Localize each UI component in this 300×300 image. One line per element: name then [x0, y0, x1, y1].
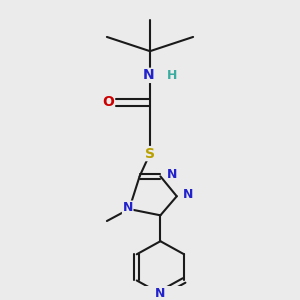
Text: H: H: [167, 69, 178, 82]
Text: N: N: [143, 68, 154, 83]
Text: O: O: [103, 95, 114, 110]
Text: N: N: [167, 168, 178, 181]
Text: N: N: [122, 201, 133, 214]
Text: S: S: [145, 147, 155, 160]
Text: N: N: [183, 188, 193, 201]
Text: N: N: [155, 287, 166, 300]
